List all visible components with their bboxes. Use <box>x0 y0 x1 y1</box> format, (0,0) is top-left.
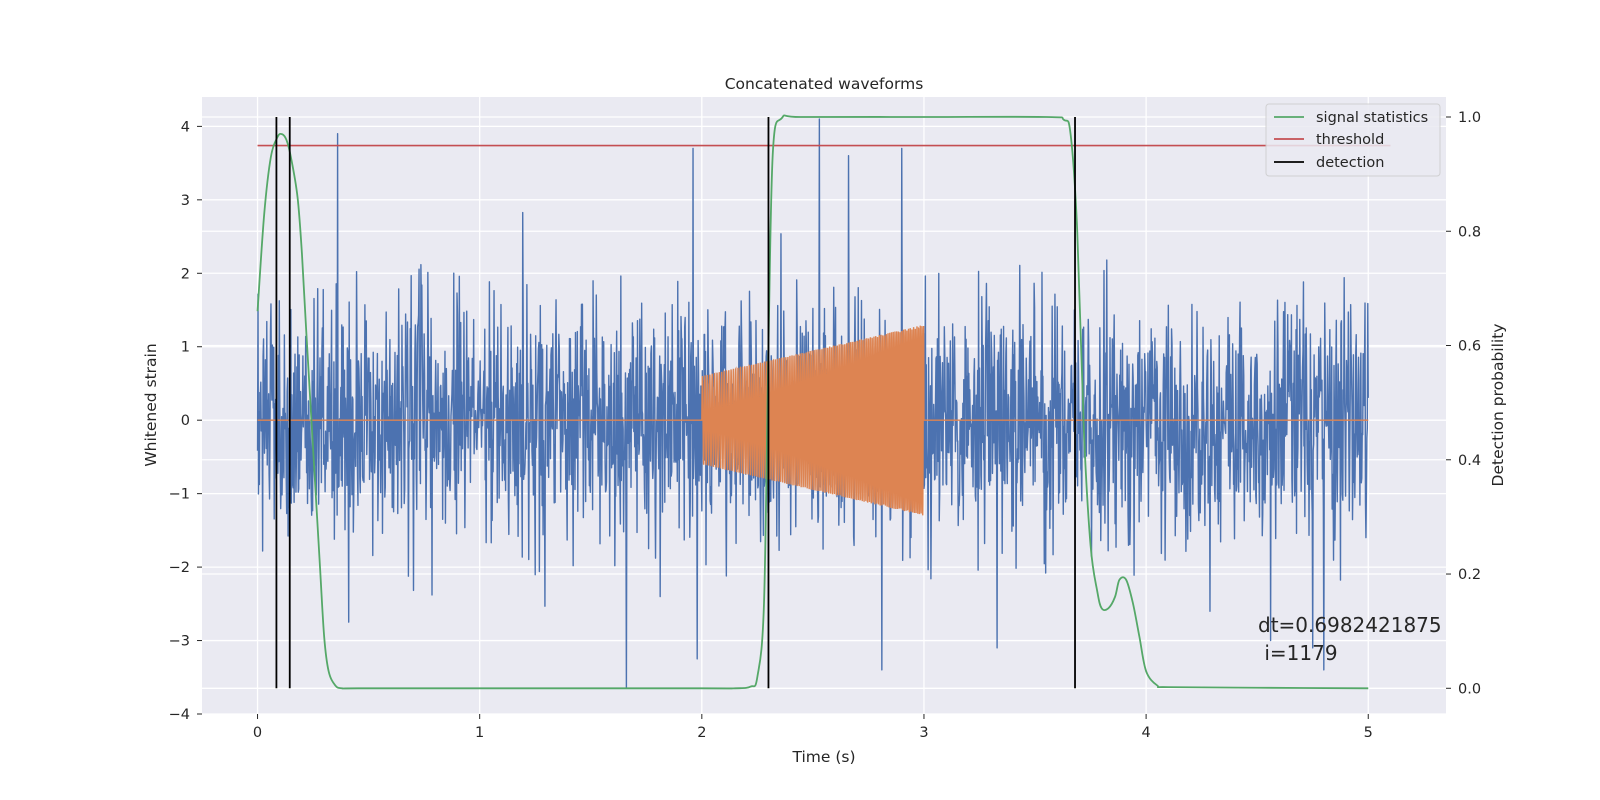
legend: signal statistics threshold detection <box>1265 103 1441 177</box>
y-tick-label: 2 <box>181 266 190 282</box>
legend-label-threshold: threshold <box>1316 132 1384 148</box>
y2-tick-label: 0.8 <box>1458 224 1481 240</box>
x-tick-label: 1 <box>475 725 484 741</box>
legend-label-detection: detection <box>1316 155 1384 171</box>
y-axis-label: Whitened strain <box>142 343 160 466</box>
y2-tick-label: 0.4 <box>1458 453 1481 469</box>
annotation-dt: dt=0.6982421875 <box>1258 613 1442 637</box>
x-tick-label: 4 <box>1141 725 1150 741</box>
y2-axis-label: Detection probability <box>1489 324 1507 487</box>
y2-tick-label: 1.0 <box>1458 110 1481 126</box>
chart-title: Concatenated waveforms <box>725 75 924 93</box>
y2-tick-label: 0.2 <box>1458 567 1481 583</box>
ticks: 0 1 2 3 4 5 4 3 2 1 0 −1 −2 −3 −4 1.0 0.8 0.6 0.4 0.2 0.0 <box>169 110 1481 741</box>
x-tick-label: 3 <box>919 725 928 741</box>
x-tick-label: 2 <box>697 725 706 741</box>
series-noise-line <box>256 118 1369 689</box>
y-tick-label: −4 <box>169 707 190 723</box>
annotation-index: i=1179 <box>1258 641 1338 665</box>
y2-tick-label: 0.0 <box>1458 681 1481 697</box>
y-tick-label: −3 <box>169 634 190 650</box>
y-tick-label: 4 <box>181 119 190 135</box>
x-axis-label: Time (s) <box>791 748 855 766</box>
x-tick-label: 5 <box>1364 725 1373 741</box>
y-tick-label: −1 <box>169 487 190 503</box>
y-tick-label: 0 <box>181 413 190 429</box>
series-waveform-line <box>257 325 1369 516</box>
legend-label-signal-statistics: signal statistics <box>1316 110 1428 126</box>
y-tick-label: 3 <box>181 193 190 209</box>
x-tick-label: 0 <box>253 725 262 741</box>
marks <box>256 114 1391 690</box>
y-tick-label: 1 <box>181 340 190 356</box>
legend-box <box>1265 103 1441 177</box>
y2-tick-label: 0.6 <box>1458 339 1481 355</box>
y-tick-label: −2 <box>169 560 190 576</box>
